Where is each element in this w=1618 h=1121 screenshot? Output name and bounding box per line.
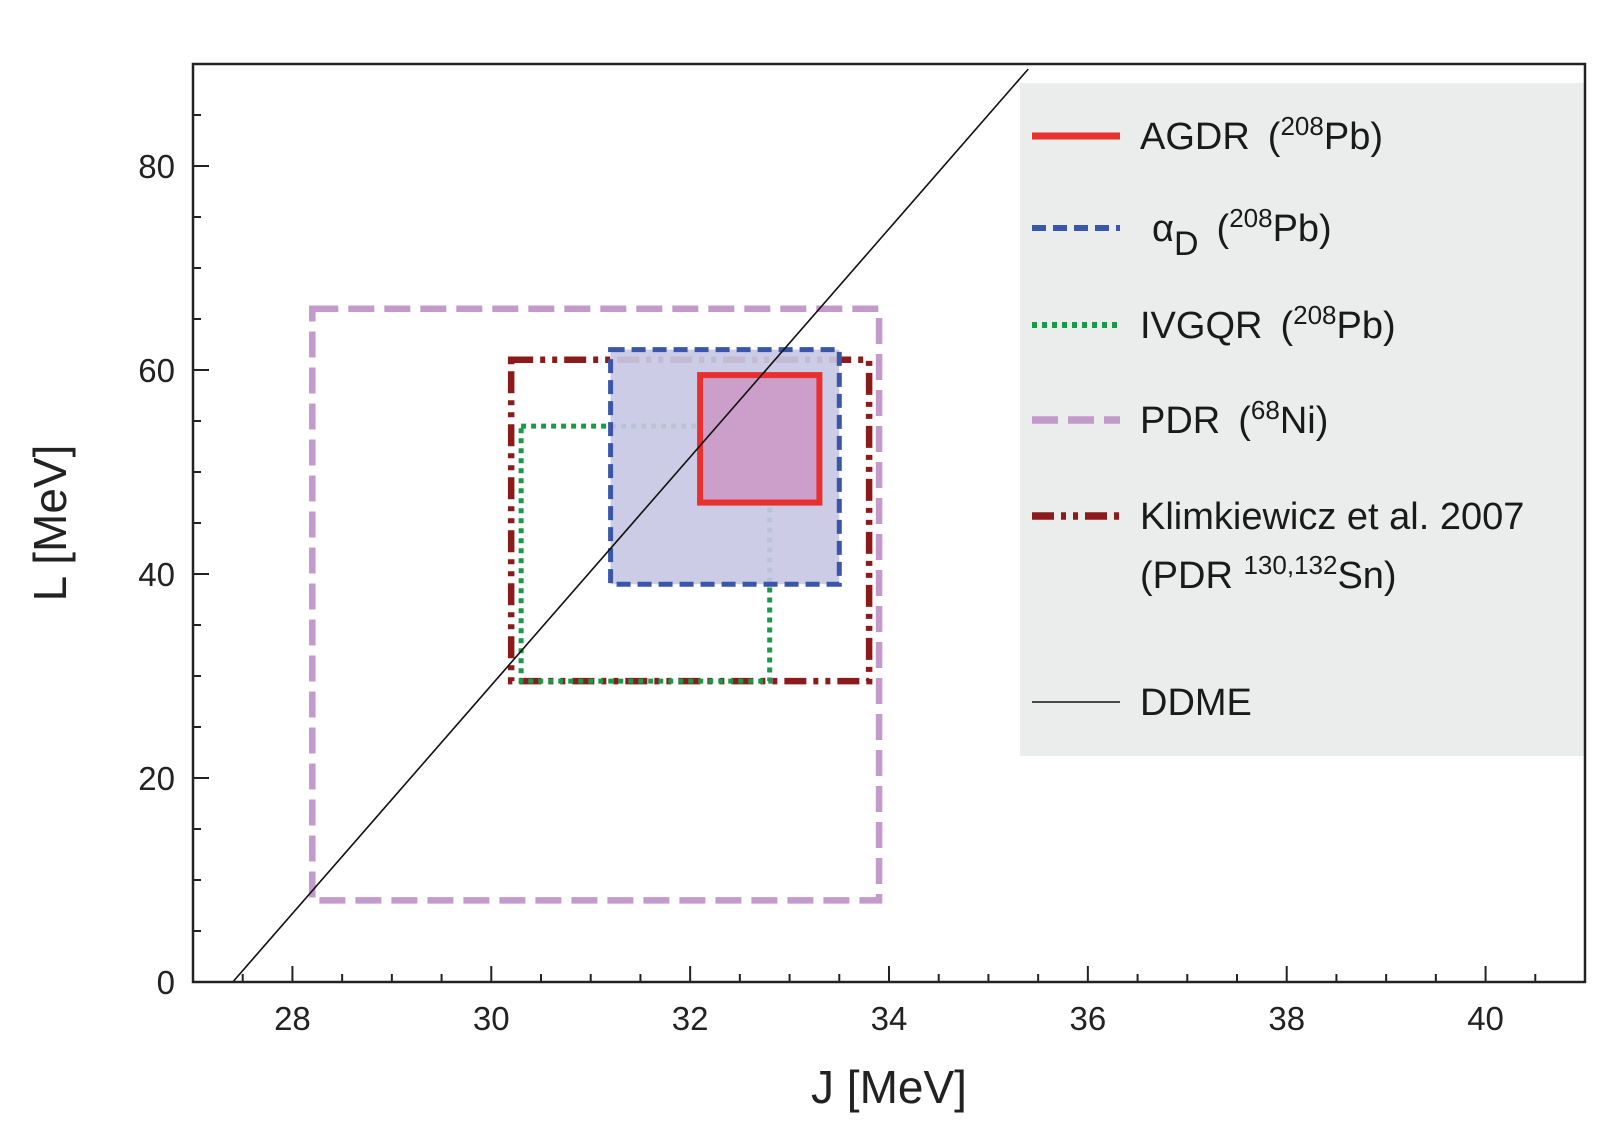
y-tick-label: 20	[138, 760, 175, 797]
legend-label-alpha: αD (208Pb)	[1152, 203, 1332, 263]
y-tick-label: 60	[138, 352, 175, 389]
x-tick-label: 32	[672, 1000, 709, 1037]
x-tick-label: 34	[871, 1000, 908, 1037]
legend-label-pdr: PDR (68Ni)	[1140, 395, 1328, 442]
ddme-series	[232, 68, 1029, 982]
region-pdr	[309, 305, 883, 904]
legend-label-klim-line2: (PDR 130,132Sn)	[1140, 550, 1397, 597]
ddme-line	[232, 68, 1029, 982]
x-tick-label: 28	[274, 1000, 311, 1037]
legend-label-ddme: DDME	[1140, 682, 1252, 724]
legend: AGDR (208Pb) αD (208Pb) IVGQR (208Pb) PDR (68Ni…	[1020, 83, 1585, 756]
x-tick-label: 38	[1268, 1000, 1305, 1037]
x-axis-label: J [MeV]	[811, 1061, 967, 1113]
y-tick-label: 40	[138, 556, 175, 593]
y-tick-label: 0	[157, 964, 175, 1001]
x-tick-label: 36	[1069, 1000, 1106, 1037]
x-tick-label: 30	[473, 1000, 510, 1037]
legend-label-agdr: AGDR (208Pb)	[1140, 111, 1383, 158]
x-tick-label: 40	[1467, 1000, 1504, 1037]
legend-label-klim: Klimkiewicz et al. 2007	[1140, 496, 1524, 538]
y-tick-label: 80	[138, 148, 175, 185]
axes: 28 30 32 34 36 38 40 0 20 40 60 80	[138, 62, 1587, 1037]
regions	[309, 305, 883, 904]
region-agdr	[697, 372, 823, 506]
legend-label-ivgqr: IVGQR (208Pb)	[1140, 300, 1396, 347]
y-axis-label: L [MeV]	[24, 445, 76, 602]
